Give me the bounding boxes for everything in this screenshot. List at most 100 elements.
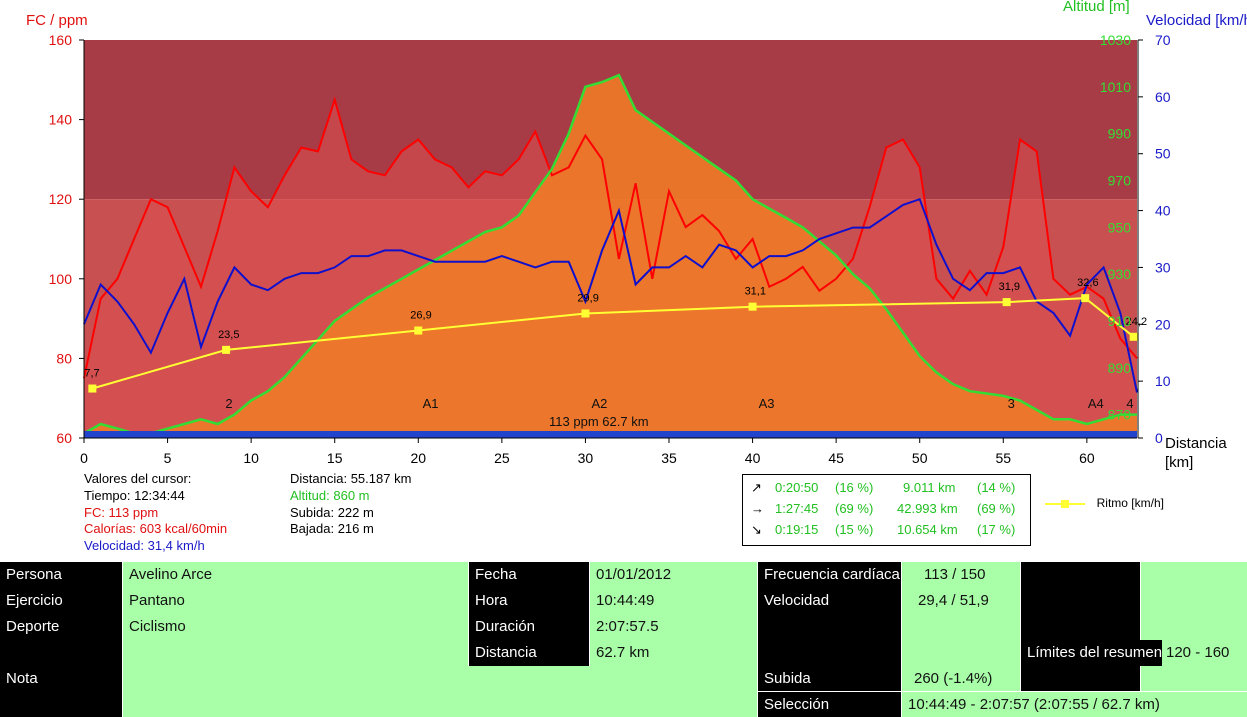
slope-pct-dist: (69 %) bbox=[977, 501, 1016, 516]
ritmo-label: 32,6 bbox=[1077, 277, 1098, 289]
left-tick-label: 120 bbox=[49, 191, 73, 207]
distancia-value: 62.7 km bbox=[590, 640, 757, 666]
slope-pct-time: (16 %) bbox=[835, 480, 874, 495]
empty-light-cell bbox=[123, 640, 468, 666]
fc-value: 113 / 150 bbox=[902, 562, 1020, 588]
exercise-chart[interactable]: 7,7 23,5 26,9 29,9 31,1 31,9 32,6 24,2 2 A1 A2 A3 3 A… bbox=[0, 0, 1247, 470]
ritmo-line bbox=[92, 297, 1135, 390]
altitude-tick-label: 970 bbox=[1108, 172, 1132, 188]
slope-time: 1:27:45 bbox=[775, 501, 819, 516]
lap-marker: 2 bbox=[225, 396, 232, 411]
speed-tick-label: 70 bbox=[1155, 32, 1171, 48]
altitude-tick-label: 890 bbox=[1108, 360, 1132, 376]
altitude-tick-label: 990 bbox=[1108, 126, 1132, 142]
selection-strip bbox=[84, 431, 1137, 438]
altitude-tick-label: 870 bbox=[1108, 407, 1132, 423]
empty-light-cell bbox=[1141, 562, 1247, 588]
ritmo-point bbox=[222, 345, 231, 354]
subida-label: Subida bbox=[758, 666, 901, 691]
empty-light-cell bbox=[1141, 666, 1247, 691]
ritmo-label: 7,7 bbox=[84, 368, 99, 380]
fecha-value[interactable]: 01/01/2012 bbox=[590, 562, 757, 588]
x-tick-label: 45 bbox=[828, 450, 844, 466]
nota-label: Nota bbox=[0, 666, 122, 717]
cursor-title: Valores del cursor: bbox=[84, 471, 192, 486]
footer-label: 113 ppm 62.7 km bbox=[549, 414, 648, 429]
x-tick-label: 0 bbox=[80, 450, 88, 466]
slope-dist: 9.011 km bbox=[903, 480, 956, 495]
ritmo-point bbox=[748, 302, 757, 311]
empty-dark-cell bbox=[1021, 666, 1140, 691]
x-axis-label: Distancia bbox=[1165, 435, 1227, 452]
fecha-label: Fecha bbox=[469, 562, 589, 588]
cursor-hr: FC: 113 ppm bbox=[84, 505, 159, 520]
empty-dark-cell bbox=[0, 640, 122, 666]
legend-swatch-icon bbox=[1045, 499, 1085, 508]
x-tick-label: 30 bbox=[578, 450, 594, 466]
empty-dark-cell bbox=[758, 614, 901, 640]
ritmo-label: 29,9 bbox=[577, 292, 598, 304]
limites-value: 120 - 160 bbox=[1162, 640, 1247, 666]
persona-value[interactable]: Avelino Arce bbox=[123, 562, 468, 588]
left-tick-label: 140 bbox=[49, 112, 73, 128]
ejercicio-label: Ejercicio bbox=[0, 588, 122, 614]
altitude-tick-label: 1030 bbox=[1100, 32, 1131, 48]
deporte-value[interactable]: Ciclismo bbox=[123, 614, 468, 640]
ritmo-point bbox=[1002, 298, 1011, 307]
cursor-descent: Bajada: 216 m bbox=[290, 521, 374, 536]
cursor-calories: Calorías: 603 kcal/60min bbox=[84, 521, 228, 536]
hora-label: Hora bbox=[469, 588, 589, 614]
vel-label: Velocidad bbox=[758, 588, 901, 614]
x-tick-label: 55 bbox=[995, 450, 1011, 466]
nota-field[interactable] bbox=[123, 666, 757, 717]
empty-dark-cell bbox=[758, 640, 901, 666]
info-table: Persona Avelino Arce Fecha 01/01/2012 Fr… bbox=[0, 562, 1247, 717]
slope-stats-box: ↗ 0:20:50 (16 %) 9.011 km (14 %) → 1:27:… bbox=[742, 474, 1031, 546]
ritmo-label: 23,5 bbox=[218, 329, 239, 341]
speed-tick-label: 60 bbox=[1155, 89, 1171, 105]
arrow-down-right-icon: ↘ bbox=[751, 522, 762, 537]
speed-tick-label: 20 bbox=[1155, 316, 1171, 332]
speed-tick-label: 40 bbox=[1155, 203, 1171, 219]
hora-value[interactable]: 10:44:49 bbox=[590, 588, 757, 614]
x-tick-label: 5 bbox=[164, 450, 172, 466]
lap-marker: A1 bbox=[423, 396, 439, 411]
speed-tick-label: 10 bbox=[1155, 373, 1171, 389]
legend-ritmo-label: Ritmo [km/h] bbox=[1096, 496, 1164, 510]
arrow-up-right-icon: ↗ bbox=[751, 480, 762, 495]
duracion-value: 2:07:57.5 bbox=[590, 614, 757, 640]
slope-row-down: ↘ 0:19:15 (15 %) 10.654 km (17 %) bbox=[743, 522, 1030, 542]
distancia-label: Distancia bbox=[469, 640, 589, 666]
speed-tick-label: 50 bbox=[1155, 146, 1171, 162]
x-tick-label: 35 bbox=[661, 450, 677, 466]
empty-light-cell bbox=[902, 614, 1020, 640]
arrow-right-icon: → bbox=[751, 501, 764, 516]
empty-light-cell bbox=[1141, 588, 1247, 614]
altitude-line bbox=[83, 73, 1137, 435]
seleccion-value: 10:44:49 - 2:07:57 (2:07:55 / 62.7 km) bbox=[902, 692, 1247, 717]
x-tick-label: 15 bbox=[327, 450, 343, 466]
cursor-climb: Subida: 222 m bbox=[290, 505, 374, 520]
speed-tick-label: 0 bbox=[1155, 430, 1163, 446]
ejercicio-value[interactable]: Pantano bbox=[123, 588, 468, 614]
duracion-label: Duración bbox=[469, 614, 589, 640]
lap-marker: A4 bbox=[1088, 396, 1104, 411]
empty-dark-cell bbox=[1021, 588, 1140, 614]
x-tick-label: 10 bbox=[243, 450, 259, 466]
ritmo-label: 31,9 bbox=[999, 281, 1020, 293]
speed-line bbox=[83, 197, 1138, 393]
lap-marker: A3 bbox=[759, 396, 775, 411]
lap-marker: 3 bbox=[1008, 396, 1015, 411]
seleccion-label: Selección bbox=[758, 692, 901, 717]
empty-light-cell bbox=[1141, 614, 1247, 640]
left-axis-label: FC / ppm bbox=[26, 12, 88, 29]
legend-ritmo: Ritmo [km/h] bbox=[1043, 495, 1164, 511]
left-tick-label: 80 bbox=[56, 350, 72, 366]
limites-label: Límites del resumen bbox=[1021, 640, 1162, 666]
cursor-distance: Distancia: 55.187 km bbox=[290, 471, 412, 486]
fc-label: Frecuencia cardíaca bbox=[758, 562, 901, 588]
ritmo-point bbox=[1081, 294, 1090, 303]
x-tick-label: 25 bbox=[494, 450, 510, 466]
cursor-altitude: Altitud: 860 m bbox=[290, 488, 370, 503]
empty-dark-cell bbox=[1021, 562, 1140, 588]
